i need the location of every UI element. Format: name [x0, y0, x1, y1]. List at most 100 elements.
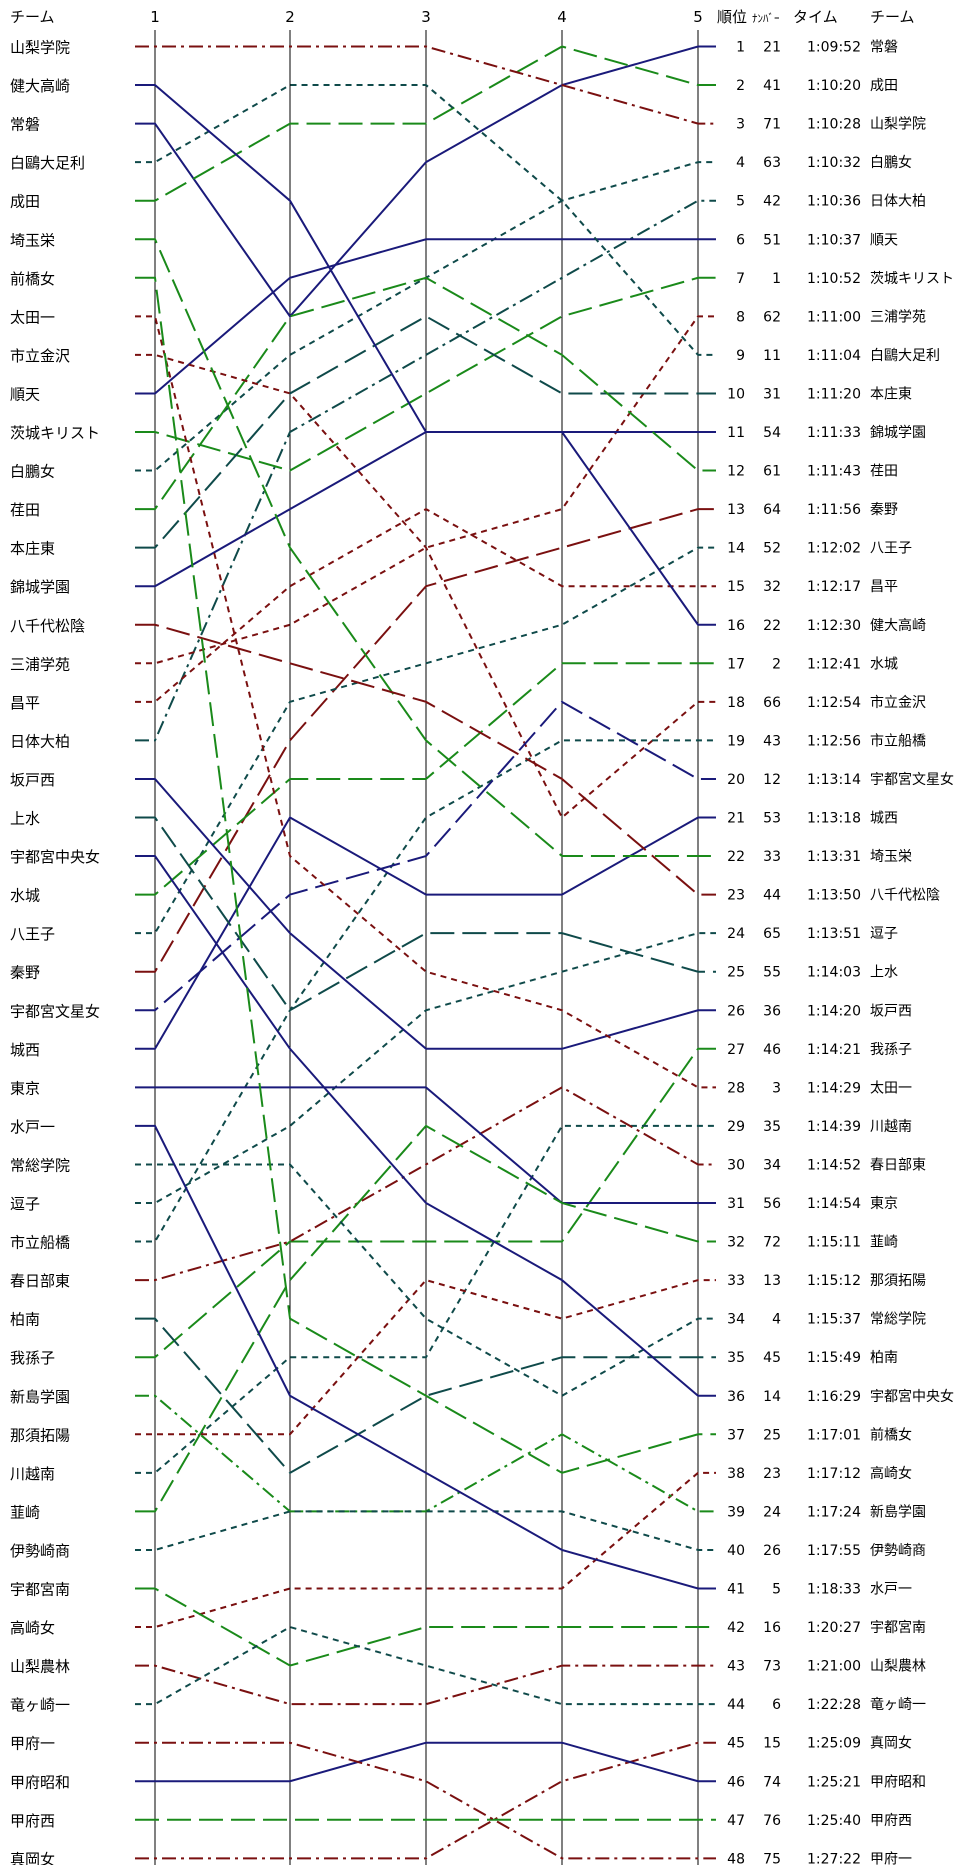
start-team-label: 甲府昭和	[10, 1773, 70, 1791]
result-number: 11	[763, 348, 781, 364]
result-rank: 2	[736, 78, 745, 94]
result-team: 宇都宮南	[870, 1620, 926, 1636]
series-line: 前橋女	[135, 276, 716, 1474]
result-number: 14	[763, 1389, 781, 1405]
series-line: 宇都宮中央女	[135, 855, 716, 1397]
series-line: 我孫子	[135, 1047, 716, 1359]
start-team-label: 太田一	[10, 308, 55, 326]
result-team: 埼玉栄	[870, 849, 912, 865]
result-number: 22	[763, 618, 781, 634]
result-number: 44	[763, 888, 781, 904]
start-team-label: 常磐	[10, 116, 40, 134]
result-number: 55	[763, 965, 781, 981]
header-rank: 順位	[717, 8, 747, 26]
result-number: 1	[772, 271, 781, 287]
result-number: 75	[763, 1851, 781, 1865]
result-time: 1:14:03	[807, 965, 861, 981]
result-team: 水城	[870, 656, 898, 672]
result-team: 川越南	[870, 1119, 912, 1135]
result-team: 那須拓陽	[870, 1273, 926, 1289]
result-number: 2	[772, 656, 781, 672]
start-team-label: 錦城学園	[10, 578, 70, 596]
result-rank: 35	[727, 1350, 745, 1366]
result-number: 71	[763, 117, 781, 133]
result-number: 15	[763, 1736, 781, 1752]
stage-tick-label: 1	[150, 8, 160, 26]
start-team-label: 柏南	[10, 1311, 40, 1329]
result-rank: 36	[727, 1389, 745, 1405]
start-team-label: 韮崎	[10, 1503, 40, 1521]
result-time: 1:13:51	[807, 926, 861, 942]
result-time: 1:14:29	[807, 1080, 861, 1096]
result-team: 昌平	[870, 579, 898, 595]
result-rank: 37	[727, 1427, 745, 1443]
header-number: ﾅﾝﾊﾞｰ	[752, 12, 780, 25]
result-team: 宇都宮中央女	[870, 1388, 954, 1405]
series-line: 宇都宮文星女	[135, 700, 716, 1012]
start-team-label: 秦野	[10, 964, 40, 982]
series-line: 那須拓陽	[135, 1278, 716, 1436]
result-time: 1:10:52	[807, 271, 861, 287]
start-team-label: 川越南	[10, 1465, 55, 1483]
result-number: 72	[763, 1235, 781, 1251]
start-team-label: 三浦学苑	[10, 655, 70, 673]
start-team-label: 竜ヶ崎一	[10, 1696, 70, 1714]
result-rank: 41	[727, 1582, 745, 1598]
start-team-label: 山梨学院	[10, 39, 70, 57]
result-team: 高崎女	[870, 1465, 912, 1482]
series-line: 水戸一	[135, 1124, 716, 1590]
header-left-team: チーム	[10, 8, 55, 26]
result-time: 1:11:00	[807, 309, 861, 325]
result-team: 逗子	[870, 926, 898, 942]
series-line: 昌平	[135, 507, 716, 703]
start-team-label: 春日部東	[10, 1272, 70, 1290]
result-number: 61	[763, 464, 781, 480]
start-team-label: 常総学院	[10, 1156, 70, 1174]
result-number: 45	[763, 1350, 781, 1366]
result-rank: 4	[736, 155, 745, 171]
result-time: 1:12:41	[807, 656, 861, 672]
result-team: 伊勢崎商	[870, 1543, 926, 1559]
result-time: 1:14:52	[807, 1157, 861, 1173]
result-team: 柏南	[870, 1350, 898, 1366]
result-time: 1:14:21	[807, 1042, 861, 1058]
result-time: 1:11:04	[807, 348, 861, 364]
series-line: 韮崎	[135, 1124, 716, 1513]
result-time: 1:12:54	[807, 695, 861, 711]
result-number: 41	[763, 78, 781, 94]
series-line: 八千代松陰	[135, 623, 716, 896]
start-team-label: 新島学園	[10, 1388, 70, 1406]
series-line: 春日部東	[135, 1086, 716, 1282]
result-rank: 3	[736, 117, 745, 133]
result-rank: 9	[736, 348, 745, 364]
result-time: 1:13:50	[807, 888, 861, 904]
result-number: 24	[763, 1504, 781, 1520]
result-number: 12	[763, 772, 781, 788]
result-team: 八王子	[870, 541, 912, 557]
result-rank: 15	[727, 579, 745, 595]
series-line: 宇都宮南	[135, 1587, 716, 1667]
result-time: 1:27:22	[807, 1851, 861, 1865]
result-number: 43	[763, 733, 781, 749]
result-rank: 21	[727, 811, 745, 827]
result-rank: 14	[727, 541, 745, 557]
series-line: 城西	[135, 816, 716, 1050]
result-time: 1:25:09	[807, 1736, 861, 1752]
result-team: 三浦学苑	[870, 309, 926, 325]
start-team-label: 東京	[10, 1079, 40, 1097]
result-team: 春日部東	[870, 1157, 926, 1173]
start-team-label: 真岡女	[10, 1850, 55, 1865]
result-number: 26	[763, 1543, 781, 1559]
start-team-label: 健大高崎	[10, 77, 70, 95]
result-rank: 19	[727, 733, 745, 749]
result-number: 42	[763, 194, 781, 210]
series-line: 本庄東	[135, 315, 716, 549]
header-time: タイム	[793, 8, 838, 26]
result-time: 1:12:17	[807, 579, 861, 595]
series-line: 茨城キリスト	[135, 276, 716, 472]
result-time: 1:09:52	[807, 40, 861, 56]
result-number: 13	[763, 1273, 781, 1289]
start-team-labels: 山梨学院健大高崎常磐白鷗大足利成田埼玉栄前橋女太田一市立金沢順天茨城キリスト白鵬…	[10, 39, 100, 1865]
